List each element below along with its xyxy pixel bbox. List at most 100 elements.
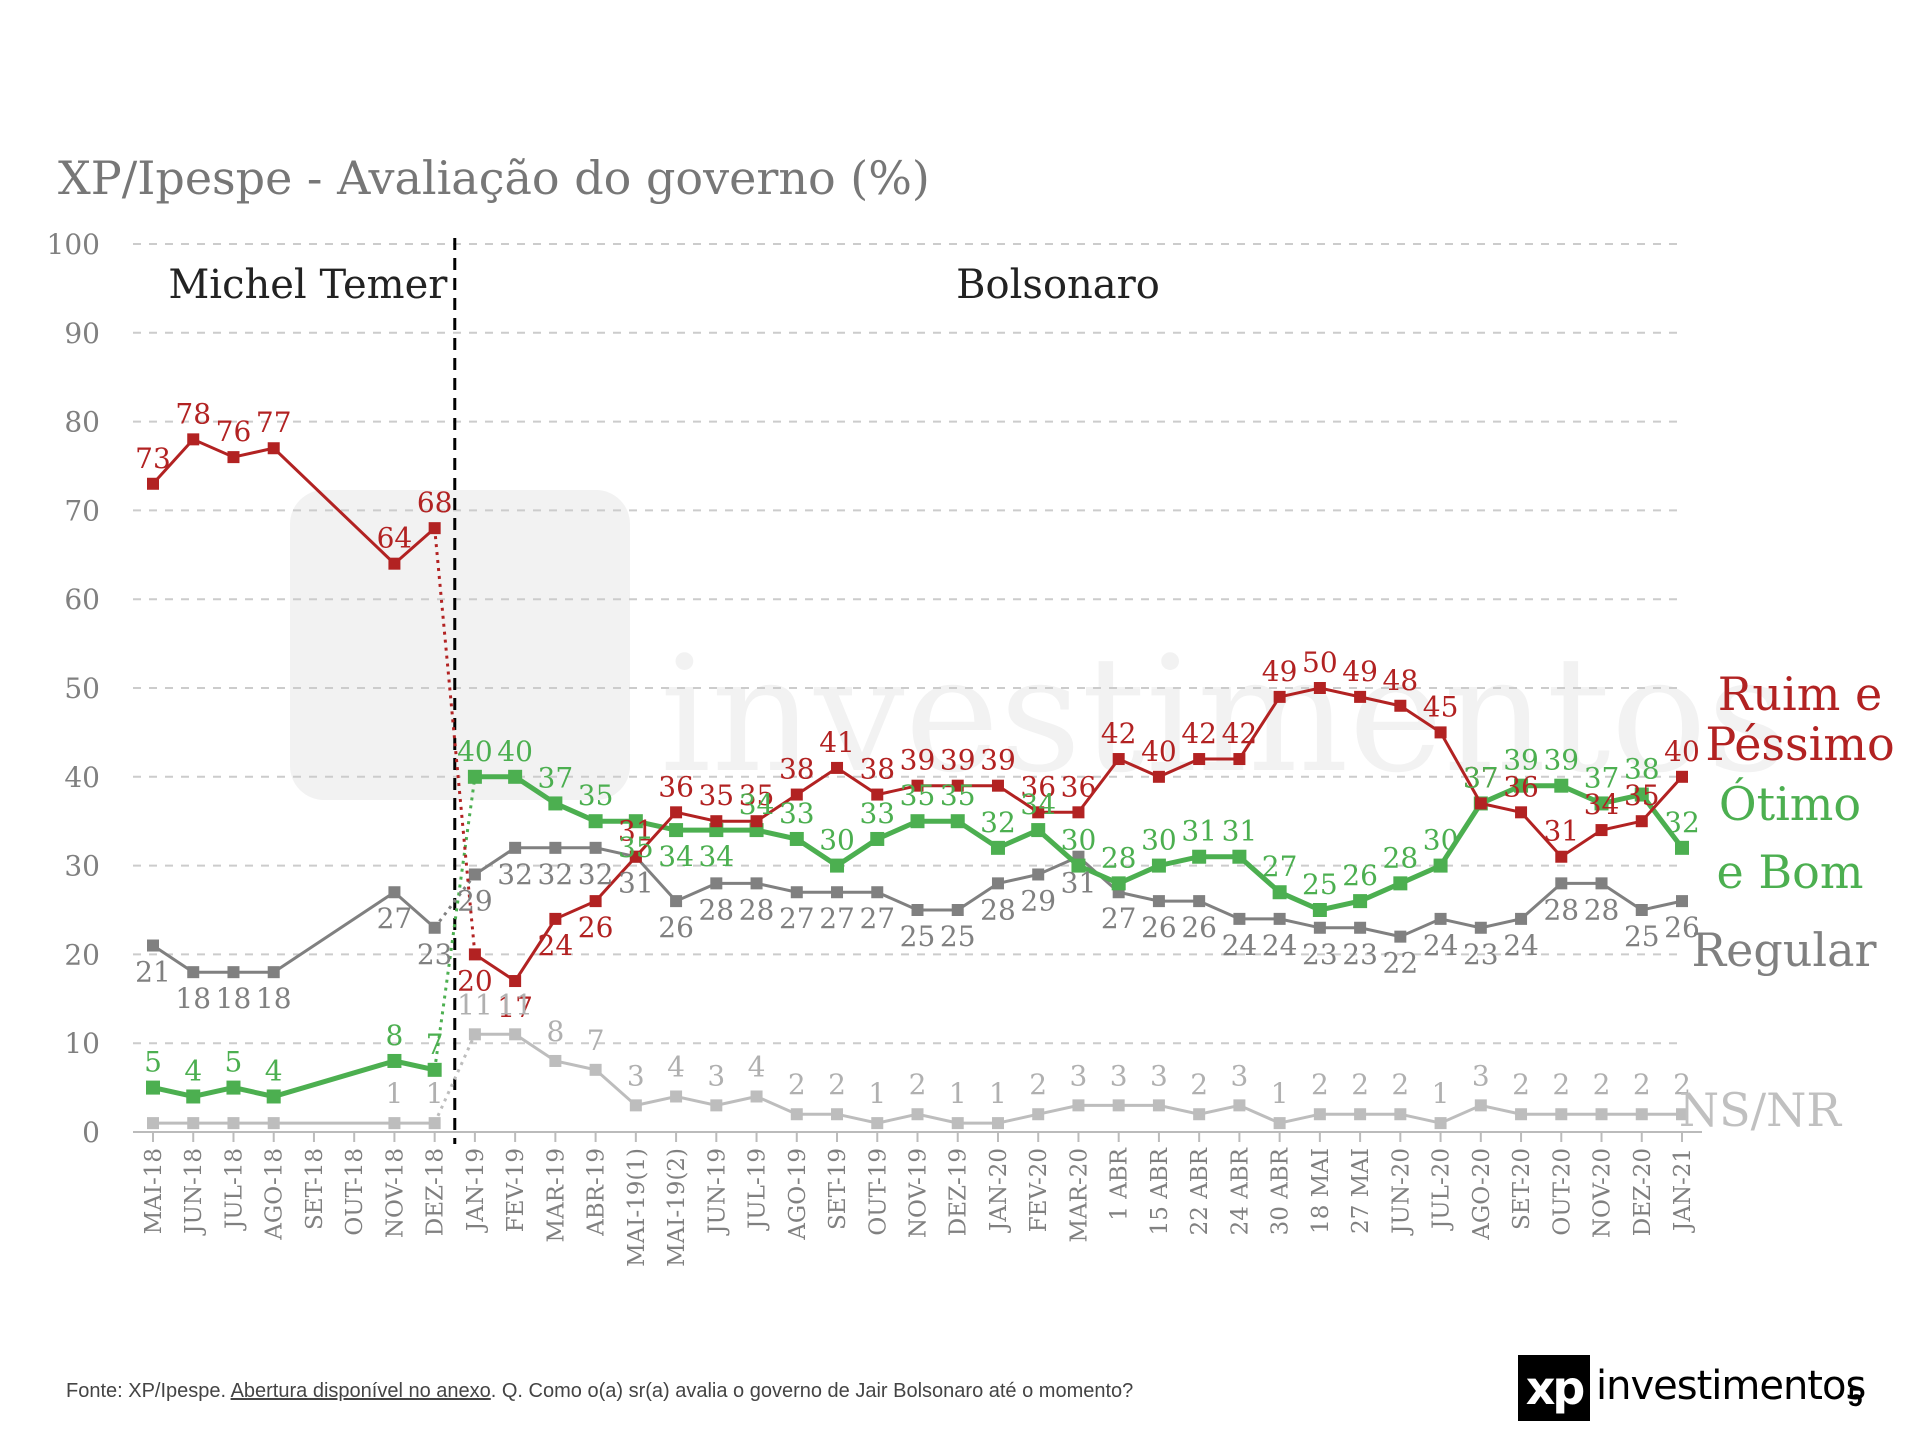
data-label: 11: [497, 988, 533, 1021]
legend-label: Péssimo: [1705, 717, 1894, 771]
data-label: 30: [1061, 824, 1097, 857]
data-point: [1152, 1099, 1165, 1112]
data-point: [1433, 858, 1448, 873]
data-point: [549, 1054, 562, 1067]
y-tick-label: 0: [82, 1116, 100, 1149]
data-point: [1635, 815, 1648, 828]
data-label: 30: [1423, 824, 1459, 857]
x-tick-label: MAR-20: [1066, 1148, 1092, 1243]
data-point: [1232, 849, 1247, 864]
data-label: 25: [1624, 920, 1660, 953]
data-point: [147, 939, 159, 952]
data-label: 48: [1383, 664, 1419, 697]
data-label: 3: [707, 1059, 725, 1092]
data-point: [388, 1117, 401, 1130]
data-point: [831, 761, 844, 774]
data-label: 26: [578, 911, 614, 944]
data-point: [1434, 1117, 1447, 1130]
data-point: [950, 814, 965, 829]
data-label: 34: [658, 840, 694, 873]
x-tick-label: DEZ-19: [946, 1148, 972, 1236]
data-point: [468, 868, 481, 881]
data-point: [267, 442, 280, 455]
data-point: [509, 841, 522, 854]
x-tick-label: 30 ABR: [1268, 1147, 1294, 1235]
data-point: [509, 975, 522, 988]
data-label: 35: [618, 831, 654, 864]
data-label: 27: [377, 902, 413, 935]
data-label: 30: [819, 824, 855, 857]
data-label: 37: [1463, 761, 1499, 794]
data-label: 3: [1110, 1059, 1128, 1092]
data-point: [1635, 904, 1648, 916]
data-point: [187, 966, 200, 979]
y-tick-label: 50: [64, 672, 100, 705]
data-label: 34: [1020, 788, 1056, 821]
data-label: 37: [1584, 761, 1620, 794]
data-label: 23: [1342, 938, 1378, 971]
data-point: [1595, 1108, 1608, 1121]
data-point: [508, 769, 523, 784]
annex-link[interactable]: Abertura disponível no anexo: [230, 1380, 491, 1402]
data-point: [267, 1117, 280, 1130]
y-tick-label: 70: [64, 494, 100, 527]
data-label: 28: [739, 893, 775, 926]
data-point: [428, 522, 441, 535]
period-label-bolsonaro: Bolsonaro: [956, 262, 1160, 308]
data-label: 39: [900, 744, 936, 777]
data-label: 2: [1029, 1068, 1047, 1101]
data-label: 28: [1101, 841, 1137, 874]
x-tick-label: NOV-18: [382, 1148, 408, 1238]
data-label: 17: [497, 991, 533, 1024]
series-line-temer: [152, 890, 436, 974]
data-point: [1594, 796, 1609, 811]
data-label: 27: [779, 902, 815, 935]
data-point: [427, 1062, 442, 1077]
data-label: 36: [658, 770, 694, 803]
data-point: [750, 877, 763, 890]
data-label: 24: [1262, 929, 1298, 962]
data-label: 1: [1271, 1077, 1289, 1110]
data-point: [1393, 876, 1408, 891]
data-label: 31: [618, 867, 654, 900]
data-point: [428, 921, 441, 934]
data-point: [1072, 1099, 1085, 1112]
data-label: 18: [175, 982, 211, 1015]
data-label: 4: [667, 1050, 685, 1083]
data-point: [588, 814, 603, 829]
data-point: [266, 1089, 281, 1104]
data-label: 21: [135, 956, 171, 989]
data-label: 30: [1141, 824, 1177, 857]
x-tick-label: JUL-20: [1429, 1148, 1455, 1231]
y-tick-label: 20: [64, 938, 100, 971]
data-point: [1474, 797, 1487, 810]
data-label: 28: [1543, 893, 1579, 926]
data-label: 24: [1222, 929, 1258, 962]
data-point: [1031, 823, 1046, 838]
data-point: [1151, 858, 1166, 873]
data-label: 38: [779, 753, 815, 786]
data-point: [227, 1117, 240, 1130]
data-label: 2: [1633, 1068, 1651, 1101]
x-tick-label: OUT-18: [342, 1148, 368, 1236]
data-label: 2: [1673, 1068, 1691, 1101]
data-label: 24: [1503, 929, 1539, 962]
data-label: 1: [989, 1077, 1007, 1110]
data-point: [1595, 824, 1608, 837]
data-point: [628, 814, 643, 829]
data-point: [589, 1063, 602, 1076]
y-tick-label: 80: [64, 406, 100, 439]
period-label-temer: Michel Temer: [168, 262, 448, 308]
data-point: [911, 1108, 924, 1121]
data-point: [830, 858, 845, 873]
data-label: 39: [1503, 744, 1539, 777]
data-point: [1272, 885, 1287, 900]
data-point: [710, 877, 723, 890]
data-point: [1514, 778, 1529, 793]
data-point: [147, 1117, 159, 1130]
data-point: [549, 912, 562, 925]
data-point: [1554, 778, 1569, 793]
data-label: 32: [578, 858, 614, 891]
data-point: [226, 1080, 241, 1095]
x-tick-label: JUL-19: [745, 1148, 771, 1231]
